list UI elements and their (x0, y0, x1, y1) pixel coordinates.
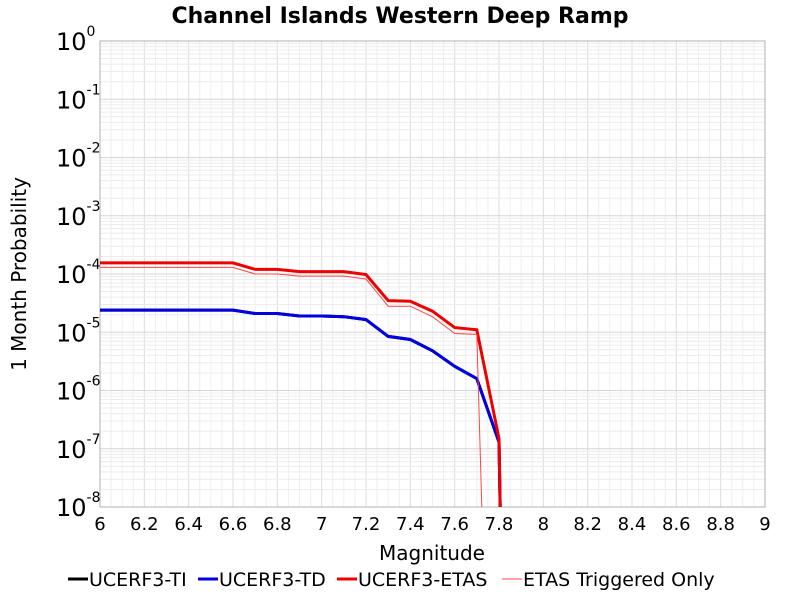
x-tick-label: 8.4 (618, 514, 647, 535)
x-tick-label: 7.2 (352, 514, 381, 535)
y-tick-label: 10-4 (56, 257, 101, 289)
x-tick-label: 6 (94, 514, 105, 535)
series-line-1 (100, 308, 502, 507)
y-tick-label: 10-5 (56, 315, 101, 347)
y-ticks: 100 10-1 10-2 10-3 10-4 10-5 10-6 10-7 10-8 (56, 24, 101, 522)
x-tick-label: 7 (316, 514, 327, 535)
x-tick-label: 7.6 (440, 514, 469, 535)
x-tick-label: 6.8 (263, 514, 292, 535)
x-tick-label: 8 (538, 514, 549, 535)
y-tick-label: 10-2 (56, 141, 101, 173)
x-tick-label: 8.8 (706, 514, 735, 535)
grid (99, 41, 766, 508)
y-tick-label: 100 (56, 24, 95, 56)
legend-label: ETAS Triggered Only (523, 569, 715, 591)
legend-label: UCERF3-TD (219, 569, 326, 591)
y-tick-label: 10-6 (56, 374, 101, 406)
legend-label: UCERF3-ETAS (358, 569, 487, 591)
y-tick-label: 10-8 (56, 490, 101, 522)
y-tick-label: 10-3 (56, 199, 101, 231)
chart-title: Channel Islands Western Deep Ramp (171, 4, 628, 29)
series-line-2 (100, 261, 502, 507)
x-tick-label: 8.6 (662, 514, 691, 535)
y-tick-label: 10-1 (56, 82, 101, 114)
x-tick-label: 9 (759, 514, 770, 535)
y-tick-label: 10-7 (56, 432, 101, 464)
legend-label: UCERF3-TI (89, 569, 187, 591)
series-layer (100, 261, 502, 507)
x-tick-label: 6.2 (130, 514, 159, 535)
x-tick-label: 6.6 (219, 514, 248, 535)
x-tick-label: 6.4 (174, 514, 203, 535)
plot-area (99, 40, 766, 508)
x-ticks: 6 6.2 6.4 6.6 6.8 7 7.2 7.4 7.6 7.8 8 8.2 8.4 8.6 8.8 9 (94, 514, 770, 535)
y-axis-label: 1 Month Probability (7, 177, 31, 371)
x-tick-label: 7.4 (396, 514, 425, 535)
x-tick-label: 8.2 (573, 514, 602, 535)
series-line-3 (100, 266, 483, 507)
x-tick-label: 7.8 (485, 514, 514, 535)
legend: UCERF3-TI UCERF3-TD UCERF3-ETAS ETAS Trigge… (68, 569, 715, 591)
x-axis-label: Magnitude (379, 541, 485, 565)
